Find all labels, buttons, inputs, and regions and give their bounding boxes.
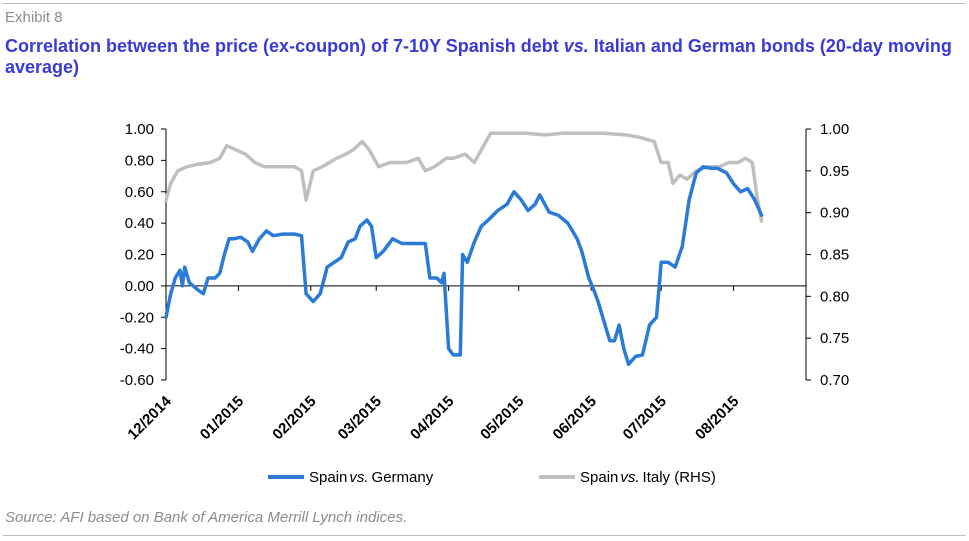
x-tick-label: 06/2015	[550, 393, 600, 443]
bottom-rule	[3, 535, 966, 536]
y-right-tick-label: 1.00	[820, 121, 849, 138]
source-note: Source: AFI based on Bank of America Mer…	[5, 509, 408, 526]
x-tick-label: 03/2015	[335, 393, 385, 443]
y-right-tick-label: 0.75	[820, 330, 849, 347]
chart-title: Correlation between the price (ex-coupon…	[5, 36, 965, 78]
y-left-tick-label: -0.20	[120, 309, 154, 326]
legend-label: Spain vs. Germany	[309, 469, 434, 486]
x-tick-label: 08/2015	[692, 393, 742, 443]
x-tick-label: 05/2015	[477, 393, 527, 443]
axes: 1.00 0.80 0.60 0.40 0.20 0.00 -0.20 -0.40 -0.60 1…	[120, 121, 849, 443]
y-left-tick-label: 0.40	[125, 215, 154, 232]
exhibit-label: Exhibit 8	[5, 9, 63, 26]
y-right-tick-label: 0.85	[820, 247, 849, 264]
y-left-tick-label: -0.60	[120, 372, 154, 389]
y-left-tick-label: 0.00	[125, 278, 154, 295]
series-line-spain-vs-italy	[164, 131, 764, 223]
x-tick-label: 07/2015	[620, 393, 670, 443]
legend-item-spain-vs-italy: Spain vs. Italy (RHS)	[539, 469, 716, 486]
y-left-tick-label: 0.20	[125, 247, 154, 264]
x-tick-label: 12/2014	[124, 392, 175, 443]
legend: Spain vs. Germany Spain vs. Italy (RHS)	[268, 469, 716, 486]
y-right-tick-label: 0.95	[820, 163, 849, 180]
y-right-tick-label: 0.90	[820, 205, 849, 222]
y-left-tick-label: 0.60	[125, 184, 154, 201]
x-tick-label: 04/2015	[407, 393, 457, 443]
legend-label: Spain vs. Italy (RHS)	[580, 469, 716, 486]
x-tick-label: 02/2015	[269, 393, 319, 443]
series-line-spain-vs-germany	[164, 164, 764, 367]
top-rule	[3, 3, 966, 4]
y-left-tick-label: -0.40	[120, 341, 154, 358]
title-part-1: Correlation between the price (ex-coupon…	[5, 36, 564, 56]
title-vs: vs.	[563, 36, 589, 56]
y-left-tick-label: 0.80	[125, 152, 154, 169]
plot-area	[164, 131, 764, 367]
x-tick-label: 01/2015	[197, 393, 247, 443]
y-right-tick-label: 0.80	[820, 288, 849, 305]
title-part-2: Italian and German bonds (20-day moving …	[5, 36, 952, 77]
y-right-tick-label: 0.70	[820, 372, 849, 389]
y-left-tick-label: 1.00	[125, 121, 154, 138]
legend-item-spain-vs-germany: Spain vs. Germany	[268, 469, 434, 486]
